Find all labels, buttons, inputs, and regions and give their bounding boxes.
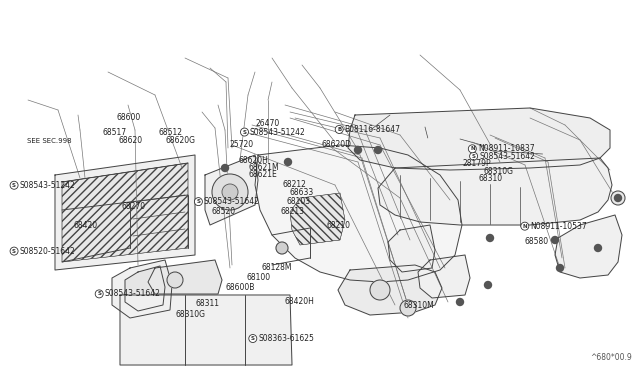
Text: S: S xyxy=(472,154,476,159)
Polygon shape xyxy=(120,295,292,365)
Circle shape xyxy=(222,184,238,200)
Text: S: S xyxy=(196,199,200,204)
Circle shape xyxy=(374,147,381,154)
Text: S: S xyxy=(243,129,246,135)
Text: 68621E: 68621E xyxy=(248,170,277,179)
Polygon shape xyxy=(62,163,188,262)
Text: 68620D: 68620D xyxy=(321,140,351,149)
Circle shape xyxy=(10,181,18,189)
Text: N: N xyxy=(522,224,527,229)
Circle shape xyxy=(400,300,416,316)
Circle shape xyxy=(614,195,621,202)
Text: 68633: 68633 xyxy=(289,188,314,197)
Circle shape xyxy=(456,298,463,305)
Text: 68512: 68512 xyxy=(159,128,183,137)
Text: ^680*00.9: ^680*00.9 xyxy=(590,353,632,362)
Text: N08911-10537: N08911-10537 xyxy=(531,222,587,231)
Text: S08543-51242: S08543-51242 xyxy=(20,181,76,190)
Circle shape xyxy=(484,282,492,289)
Text: 68310G: 68310G xyxy=(483,167,513,176)
Text: 25720: 25720 xyxy=(229,140,253,149)
Text: 68128M: 68128M xyxy=(261,263,292,272)
Text: 68311: 68311 xyxy=(195,299,219,308)
Text: 68580: 68580 xyxy=(525,237,549,246)
Text: S: S xyxy=(97,291,101,296)
Circle shape xyxy=(285,158,291,166)
Polygon shape xyxy=(378,158,612,225)
Text: S08520-51642: S08520-51642 xyxy=(20,247,76,256)
Text: S08543-51642: S08543-51642 xyxy=(105,289,161,298)
Circle shape xyxy=(552,237,559,244)
Polygon shape xyxy=(418,255,470,298)
Circle shape xyxy=(468,145,476,153)
Polygon shape xyxy=(148,260,222,294)
Text: 68420H: 68420H xyxy=(285,297,315,306)
Circle shape xyxy=(249,334,257,343)
Text: 68620H: 68620H xyxy=(238,156,268,165)
Text: 68210: 68210 xyxy=(326,221,351,230)
Text: 68620: 68620 xyxy=(118,136,143,145)
Polygon shape xyxy=(125,266,165,311)
Circle shape xyxy=(611,191,625,205)
Polygon shape xyxy=(388,225,435,272)
Circle shape xyxy=(212,174,248,210)
Text: 68213: 68213 xyxy=(280,207,305,216)
Text: 68212: 68212 xyxy=(283,180,307,189)
Polygon shape xyxy=(112,260,172,318)
Circle shape xyxy=(521,222,529,230)
Text: 68620G: 68620G xyxy=(165,136,195,145)
Polygon shape xyxy=(555,215,622,278)
Text: 68103: 68103 xyxy=(287,197,311,206)
Text: N: N xyxy=(470,146,475,151)
Text: S: S xyxy=(251,336,255,341)
Polygon shape xyxy=(348,108,610,170)
Text: 68270: 68270 xyxy=(122,202,146,211)
Text: SEE SEC.998: SEE SEC.998 xyxy=(27,138,72,144)
Circle shape xyxy=(10,247,18,255)
Circle shape xyxy=(95,290,103,298)
Text: 68100: 68100 xyxy=(246,273,271,282)
Text: 68600: 68600 xyxy=(116,113,141,122)
Text: S08543-51242: S08543-51242 xyxy=(250,128,306,137)
Circle shape xyxy=(195,198,202,206)
Circle shape xyxy=(241,128,248,136)
Circle shape xyxy=(335,125,343,134)
Text: S08543-51642: S08543-51642 xyxy=(204,197,260,206)
Text: 68310G: 68310G xyxy=(176,310,206,319)
Text: 26470: 26470 xyxy=(256,119,280,128)
Text: B: B xyxy=(337,127,341,132)
Circle shape xyxy=(557,264,563,272)
Text: S: S xyxy=(12,183,16,188)
Circle shape xyxy=(167,272,183,288)
Text: 28179P: 28179P xyxy=(462,159,491,168)
Text: 68600B: 68600B xyxy=(225,283,255,292)
Polygon shape xyxy=(290,193,345,245)
Polygon shape xyxy=(55,155,195,270)
Polygon shape xyxy=(255,145,462,282)
Circle shape xyxy=(595,244,602,251)
Circle shape xyxy=(486,234,493,241)
Text: S: S xyxy=(12,248,16,254)
Text: 68310: 68310 xyxy=(479,174,503,183)
Circle shape xyxy=(355,147,362,154)
Text: N08911-10837: N08911-10837 xyxy=(478,144,534,153)
Circle shape xyxy=(470,152,477,160)
Text: 68517: 68517 xyxy=(102,128,127,137)
Text: 68310M: 68310M xyxy=(403,301,434,310)
Circle shape xyxy=(370,280,390,300)
Text: B08116-81647: B08116-81647 xyxy=(345,125,401,134)
Circle shape xyxy=(276,242,288,254)
Polygon shape xyxy=(205,155,258,225)
Text: 68520: 68520 xyxy=(211,207,236,216)
Text: S08363-61625: S08363-61625 xyxy=(259,334,314,343)
Circle shape xyxy=(221,164,228,171)
Polygon shape xyxy=(338,265,442,315)
Text: S08543-51642: S08543-51642 xyxy=(479,152,535,161)
Text: 68621M: 68621M xyxy=(248,163,279,172)
Text: 68420: 68420 xyxy=(74,221,98,230)
